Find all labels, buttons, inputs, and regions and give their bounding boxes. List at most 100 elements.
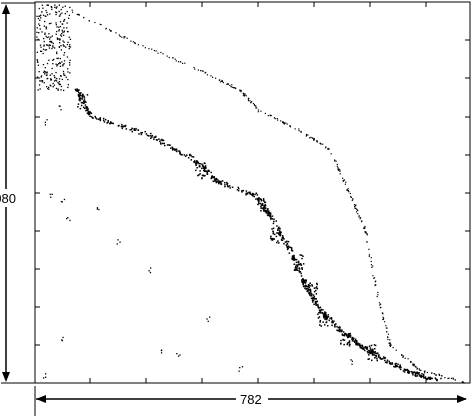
nonzero-entry bbox=[54, 6, 56, 8]
nonzero-entry bbox=[123, 37, 125, 39]
nonzero-entry bbox=[60, 49, 62, 51]
nonzero-entry bbox=[57, 81, 59, 84]
nonzero-entry bbox=[276, 241, 278, 244]
nonzero-entry bbox=[50, 78, 52, 80]
nonzero-entry bbox=[236, 189, 239, 191]
nonzero-entry bbox=[201, 174, 204, 177]
nonzero-entry bbox=[48, 59, 50, 61]
nonzero-entry bbox=[239, 90, 241, 92]
nonzero-entry bbox=[150, 132, 152, 135]
nonzero-entry bbox=[331, 320, 334, 322]
nonzero-entry bbox=[46, 119, 48, 121]
nonzero-entry bbox=[49, 13, 51, 15]
nonzero-entry bbox=[55, 22, 57, 24]
nonzero-entry bbox=[273, 117, 275, 119]
nonzero-entry bbox=[77, 106, 79, 108]
nonzero-entry bbox=[311, 299, 314, 302]
nonzero-entry bbox=[424, 370, 426, 372]
nonzero-entry bbox=[56, 77, 58, 80]
nonzero-entry bbox=[407, 372, 410, 374]
nonzero-entry bbox=[361, 345, 364, 348]
nonzero-entry bbox=[52, 59, 54, 61]
nonzero-entry bbox=[174, 58, 176, 60]
nonzero-entry bbox=[46, 14, 49, 16]
nonzero-entry bbox=[72, 11, 74, 13]
nonzero-entry bbox=[266, 208, 269, 210]
nonzero-entry bbox=[67, 217, 69, 219]
nonzero-entry bbox=[281, 237, 283, 239]
nonzero-entry bbox=[90, 116, 93, 118]
nonzero-entry bbox=[342, 177, 344, 179]
nonzero-entry bbox=[404, 368, 407, 371]
nonzero-entry bbox=[311, 285, 314, 287]
nonzero-entry bbox=[226, 181, 228, 184]
nonzero-entry bbox=[45, 74, 48, 76]
nonzero-entry bbox=[77, 94, 80, 96]
nonzero-entry bbox=[43, 377, 45, 379]
nonzero-entry bbox=[351, 360, 353, 362]
nonzero-entry bbox=[269, 215, 271, 218]
nonzero-entry bbox=[69, 219, 71, 222]
nonzero-entry bbox=[328, 319, 330, 322]
nonzero-entry bbox=[63, 72, 65, 75]
nonzero-entry bbox=[307, 284, 310, 286]
nonzero-entry bbox=[112, 122, 114, 125]
nonzero-entry bbox=[227, 83, 229, 85]
nonzero-entry bbox=[452, 377, 454, 379]
nonzero-entry bbox=[286, 123, 288, 125]
nonzero-entry bbox=[353, 337, 355, 340]
nonzero-entry bbox=[298, 268, 301, 270]
nonzero-entry bbox=[303, 281, 306, 283]
nonzero-entry bbox=[370, 257, 372, 259]
nonzero-entry bbox=[86, 112, 89, 114]
nonzero-entry bbox=[38, 15, 40, 17]
nonzero-entry bbox=[311, 137, 313, 139]
nonzero-entry bbox=[351, 363, 353, 365]
nonzero-entry bbox=[441, 375, 443, 377]
nonzero-entry bbox=[318, 311, 320, 314]
nonzero-entry bbox=[69, 62, 71, 64]
nonzero-entry bbox=[67, 41, 69, 43]
nonzero-entry bbox=[331, 324, 333, 327]
nonzero-entry bbox=[372, 265, 374, 267]
nonzero-entry bbox=[277, 229, 279, 231]
nonzero-entry bbox=[365, 347, 367, 349]
nonzero-entry bbox=[263, 210, 265, 212]
nonzero-entry bbox=[301, 280, 303, 282]
nonzero-entry bbox=[46, 36, 48, 39]
nonzero-entry bbox=[402, 356, 404, 358]
nonzero-entry bbox=[88, 112, 90, 115]
nonzero-entry bbox=[255, 105, 257, 107]
nonzero-entry bbox=[99, 118, 102, 121]
nonzero-entry bbox=[203, 169, 205, 172]
nonzero-entry bbox=[104, 118, 107, 121]
nonzero-entry bbox=[309, 289, 311, 292]
nonzero-entry bbox=[204, 174, 206, 177]
nonzero-entry bbox=[296, 269, 299, 271]
nonzero-entry bbox=[403, 371, 406, 373]
nonzero-entry bbox=[385, 325, 387, 327]
nonzero-entry bbox=[56, 57, 58, 60]
nonzero-entry bbox=[389, 362, 392, 364]
nonzero-entry bbox=[61, 201, 63, 203]
nonzero-entry bbox=[422, 373, 425, 376]
nonzero-entry bbox=[424, 372, 426, 374]
nonzero-entry bbox=[355, 205, 357, 207]
nonzero-entry bbox=[102, 117, 105, 120]
nonzero-entry bbox=[54, 4, 56, 6]
nonzero-entry bbox=[418, 372, 421, 374]
nonzero-entry bbox=[63, 52, 66, 54]
nonzero-entry bbox=[312, 294, 315, 296]
nonzero-entry bbox=[383, 317, 385, 320]
nonzero-entry bbox=[190, 159, 192, 161]
nonzero-entry bbox=[51, 35, 53, 37]
nonzero-entry bbox=[386, 331, 388, 333]
nonzero-entry bbox=[319, 324, 321, 326]
nonzero-entry bbox=[45, 49, 48, 51]
nonzero-entry bbox=[194, 160, 196, 162]
nonzero-entry bbox=[184, 62, 186, 64]
nonzero-entry bbox=[49, 44, 52, 46]
nonzero-entry bbox=[199, 165, 201, 167]
nonzero-entry bbox=[68, 14, 70, 16]
nonzero-entry bbox=[160, 349, 163, 351]
